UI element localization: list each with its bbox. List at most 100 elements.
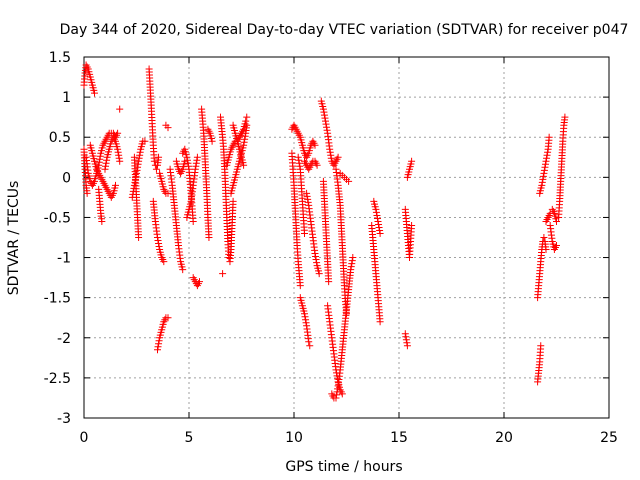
data-point: [334, 385, 342, 393]
data-point: [319, 105, 327, 113]
data-point: [229, 197, 237, 205]
data-point: [376, 226, 384, 234]
data-point: [183, 153, 191, 161]
data-point: [542, 157, 550, 165]
data-point: [135, 234, 143, 241]
data-point: [332, 394, 340, 402]
plot-frame: [83, 56, 610, 419]
data-point: [372, 205, 380, 213]
data-point: [320, 108, 328, 116]
data-point: [376, 229, 384, 237]
data-point: [375, 220, 383, 228]
data-point: [301, 313, 309, 321]
data-point: [115, 151, 123, 159]
data-point: [96, 152, 104, 160]
data-point: [192, 162, 200, 170]
data-point: [322, 120, 330, 128]
data-point: [193, 156, 201, 164]
data-point: [135, 157, 143, 165]
data-point: [136, 148, 144, 156]
data-point: [114, 148, 122, 156]
data-point: [192, 159, 200, 167]
data-point: [348, 260, 356, 268]
data-point: [372, 208, 380, 216]
data-point: [402, 336, 410, 344]
data-point: [103, 156, 111, 164]
data-point: [347, 266, 355, 274]
data-point: [539, 175, 547, 183]
data-point: [136, 151, 144, 159]
data-point: [205, 234, 213, 241]
data-point: [243, 121, 251, 129]
data-point: [115, 154, 123, 162]
y-tick-label: 1: [62, 90, 71, 106]
y-tick-label: -2: [57, 331, 71, 347]
data-point: [154, 346, 161, 354]
data-point: [333, 388, 341, 396]
y-axis: 1.5 1 0.5 0 -0.5 -1 -1.5 -2 -2.5 -3: [44, 50, 609, 427]
data-point: [343, 310, 350, 318]
data-point: [373, 211, 381, 219]
data-point: [376, 318, 384, 326]
x-tick-label: 20: [495, 430, 513, 446]
data-point: [542, 246, 550, 254]
data-point: [543, 151, 551, 159]
data-point: [102, 159, 110, 167]
data-point: [240, 138, 248, 146]
data-point: [303, 192, 311, 200]
x-tick-label: 5: [185, 430, 194, 446]
data-point: [240, 161, 248, 169]
data-point: [208, 137, 216, 145]
data-point: [323, 126, 331, 134]
data-point: [116, 105, 124, 113]
y-tick-label: -1: [57, 251, 71, 267]
data-point: [219, 270, 227, 278]
data-point: [305, 338, 313, 346]
grid-lines: [84, 57, 609, 418]
data-point: [241, 135, 249, 143]
data-point: [150, 157, 158, 165]
data-point: [375, 223, 383, 231]
x-axis: 0 5 10 15 20 25: [80, 57, 618, 446]
data-point: [306, 342, 314, 350]
data-point: [193, 153, 201, 161]
data-point: [537, 342, 545, 350]
data-point: [348, 257, 356, 265]
data-point: [540, 169, 548, 177]
data-point: [543, 154, 551, 162]
data-point: [323, 123, 331, 131]
data-point: [295, 159, 303, 167]
data-point: [345, 177, 353, 185]
data-point: [155, 340, 163, 348]
data-point: [243, 113, 251, 121]
data-point: [242, 117, 250, 125]
data-point: [553, 242, 560, 250]
data-point: [374, 217, 382, 225]
x-tick-label: 10: [285, 430, 303, 446]
data-point: [539, 172, 547, 180]
data-point: [333, 391, 341, 399]
data-point: [164, 124, 172, 132]
data-point: [320, 111, 328, 119]
data-point: [349, 254, 357, 262]
data-point: [408, 157, 416, 165]
data-point: [312, 256, 320, 264]
data-point: [304, 198, 312, 206]
data-point: [184, 159, 192, 167]
data-point: [155, 337, 163, 345]
y-tick-label: 1.5: [49, 50, 71, 66]
data-series-sdtvar: [80, 61, 569, 402]
y-tick-label: -2.5: [44, 371, 71, 387]
data-point: [545, 133, 553, 141]
data-point: [540, 234, 548, 241]
data-point: [164, 189, 172, 197]
data-point: [540, 166, 548, 174]
data-point: [154, 237, 162, 245]
y-axis-title: SDTVAR / TECUs: [6, 181, 22, 296]
data-point: [301, 310, 308, 318]
data-point: [184, 162, 192, 170]
data-point: [134, 160, 142, 168]
data-point: [401, 330, 409, 338]
y-tick-label: 0.5: [49, 130, 71, 146]
data-point: [544, 148, 552, 156]
